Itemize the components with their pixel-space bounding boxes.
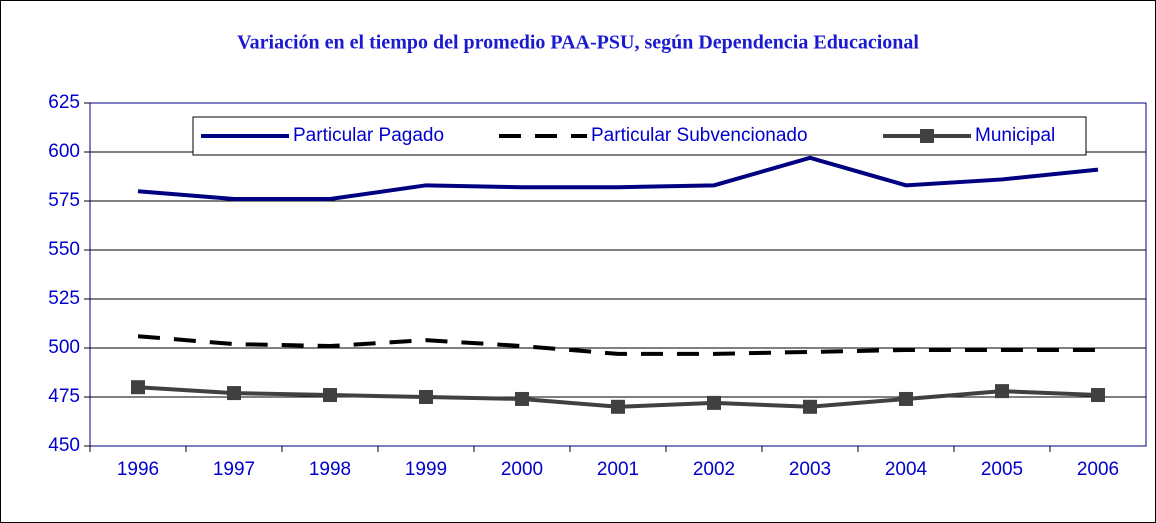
x-tick-label: 1997	[213, 459, 255, 480]
y-tick-label: 625	[48, 92, 80, 113]
legend-label: Particular Pagado	[293, 125, 444, 146]
point-marker	[515, 391, 529, 406]
series-line	[137, 334, 1098, 356]
legend-label: Municipal	[975, 125, 1055, 146]
y-tick-label: 475	[48, 386, 80, 407]
x-tick-label: 2002	[693, 459, 735, 480]
series-line	[137, 155, 1099, 202]
x-tick-label: 2006	[1077, 459, 1119, 480]
point-marker	[131, 380, 145, 395]
y-tick-label: 450	[48, 435, 80, 456]
point-marker	[227, 386, 241, 401]
point-marker	[803, 399, 817, 414]
legend-marker	[920, 129, 934, 143]
x-tick-label: 2004	[885, 459, 928, 480]
x-tick-label: 1998	[309, 459, 351, 480]
x-tick-label: 2005	[981, 459, 1023, 480]
point-marker	[1091, 388, 1105, 403]
point-marker	[323, 388, 337, 403]
point-marker	[419, 390, 433, 404]
y-tick-label: 600	[48, 141, 80, 162]
y-tick-label: 550	[48, 239, 80, 260]
x-tick-label: 1999	[405, 459, 447, 480]
x-tick-label: 2001	[597, 459, 639, 480]
point-marker	[707, 395, 721, 410]
point-marker	[611, 399, 625, 414]
chart-title: Variación en el tiempo del promedio PAA-…	[237, 32, 919, 54]
legend-label: Particular Subvencionado	[591, 125, 808, 146]
plot-border	[89, 102, 1147, 447]
x-tick-label: 1996	[117, 459, 159, 480]
y-tick-label: 525	[48, 288, 80, 309]
point-marker	[995, 384, 1009, 399]
y-tick-label: 575	[48, 190, 80, 211]
point-marker	[899, 391, 913, 406]
x-tick-label: 2003	[789, 459, 831, 480]
y-tick-label: 500	[48, 337, 80, 358]
x-tick-label: 2000	[501, 459, 543, 480]
